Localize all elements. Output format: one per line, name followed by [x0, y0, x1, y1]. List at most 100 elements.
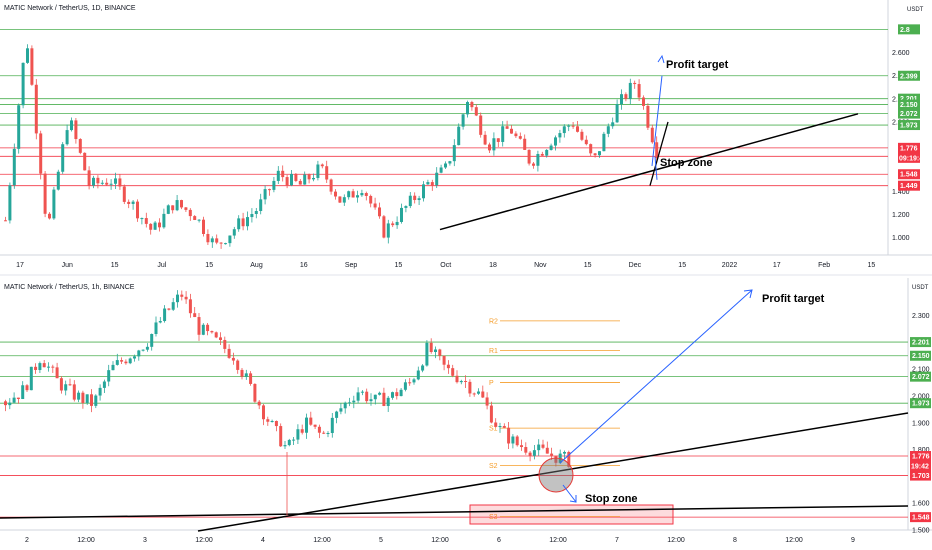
pivot-label: R2	[489, 318, 498, 325]
x-tick-label: 16	[300, 262, 308, 269]
candle-body	[228, 235, 232, 244]
candle-body	[498, 426, 502, 428]
trendline[interactable]	[649, 121, 669, 186]
price-level-badge	[898, 180, 920, 191]
candle-body	[492, 138, 496, 151]
candle-body	[515, 436, 519, 446]
trendline[interactable]	[439, 113, 859, 231]
candle-body	[12, 397, 16, 403]
candle-body	[154, 322, 158, 334]
candle-body	[606, 126, 610, 134]
y-tick-label: 1.200	[892, 212, 910, 219]
daily-unit-label: USDT	[907, 7, 924, 13]
candle-body	[303, 174, 307, 185]
profit-arrow[interactable]	[559, 289, 753, 464]
candle-body	[83, 152, 87, 171]
candle-body	[193, 313, 197, 318]
candle-body	[158, 222, 161, 228]
candle-body	[100, 182, 104, 184]
candle-body	[253, 383, 257, 402]
trendline[interactable]	[0, 505, 909, 519]
candle-body	[292, 439, 296, 441]
candle-body	[403, 382, 407, 390]
candle-body	[102, 381, 106, 388]
candle-body	[373, 394, 377, 400]
candle-body	[395, 221, 399, 226]
profit-arrow[interactable]	[651, 75, 663, 166]
candle-body	[262, 405, 265, 420]
candle-body	[219, 242, 223, 244]
countdown-badge	[898, 152, 920, 163]
candle-body	[481, 391, 485, 398]
candle-body	[549, 145, 553, 150]
candle-body	[124, 361, 128, 364]
x-tick-label: 5	[379, 537, 383, 544]
x-tick-label: Sep	[345, 262, 358, 269]
candle-body	[4, 220, 7, 222]
candle-body	[642, 97, 645, 106]
x-tick-label: Jul	[157, 262, 166, 269]
candle-body	[452, 145, 456, 162]
price-level-badge	[910, 398, 931, 409]
pivot-label: P	[489, 380, 494, 387]
hourly-chart-pane[interactable]: MATIC Network / TetherUS, 1h, BINANCE US…	[0, 278, 932, 544]
trendline[interactable]	[197, 412, 909, 532]
price-level-value: 1.973	[900, 123, 918, 130]
candle-body	[16, 397, 20, 399]
candle-body	[426, 182, 430, 185]
candle-body	[259, 199, 263, 211]
x-tick-label: 8	[733, 537, 737, 544]
candle-body	[326, 433, 330, 435]
daily-chart-pane[interactable]: MATIC Network / TetherUS, 1D, BINANCE US…	[0, 0, 932, 269]
candle-body	[338, 196, 342, 203]
candle-body	[554, 455, 558, 463]
y-tick-label: 2.600	[892, 50, 910, 57]
x-tick-label: 12:00	[667, 537, 685, 544]
candle-body	[127, 201, 131, 204]
candle-body	[224, 243, 227, 245]
candle-body	[287, 439, 291, 446]
stop-arrow[interactable]	[562, 484, 577, 503]
candle-body	[511, 436, 515, 444]
candle-body	[184, 207, 188, 210]
entry-circle[interactable]	[538, 457, 574, 493]
candle-body	[378, 392, 382, 395]
countdown-text: 09:19:42	[899, 155, 927, 162]
x-tick-label: 12:00	[77, 537, 95, 544]
x-tick-label: 6	[497, 537, 501, 544]
candle-body	[77, 392, 81, 400]
x-tick-label: 15	[111, 262, 119, 269]
candle-body	[391, 392, 394, 398]
candle-body	[90, 394, 93, 406]
candle-body	[593, 153, 597, 156]
candle-body	[404, 206, 408, 208]
candle-body	[300, 429, 304, 433]
candle-body	[223, 339, 227, 349]
candle-body	[38, 363, 42, 370]
candle-body	[537, 444, 541, 451]
candle-body	[545, 149, 549, 156]
candle-body	[628, 82, 632, 99]
candle-body	[422, 184, 425, 199]
candle-body	[455, 375, 459, 383]
candle-body	[479, 115, 483, 135]
price-level-value: 1.776	[900, 145, 918, 152]
candle-body	[442, 355, 446, 365]
candle-body	[485, 397, 489, 406]
candle-body	[408, 195, 412, 207]
stop-zone-box[interactable]	[469, 504, 674, 525]
candle-body	[429, 342, 433, 352]
x-tick-label: 3	[143, 537, 147, 544]
candle-body	[109, 183, 113, 185]
candle-body	[417, 198, 421, 201]
x-tick-label: 4	[261, 537, 265, 544]
candle-body	[140, 218, 144, 220]
profit-target-label: Profit target	[666, 59, 729, 71]
stop-arrow[interactable]	[654, 156, 658, 180]
candle-body	[184, 296, 188, 300]
x-tick-label: 12:00	[313, 537, 331, 544]
candle-body	[459, 380, 463, 383]
candle-body	[167, 308, 171, 310]
hourly-plot-area	[0, 278, 908, 530]
candle-body	[348, 402, 351, 404]
